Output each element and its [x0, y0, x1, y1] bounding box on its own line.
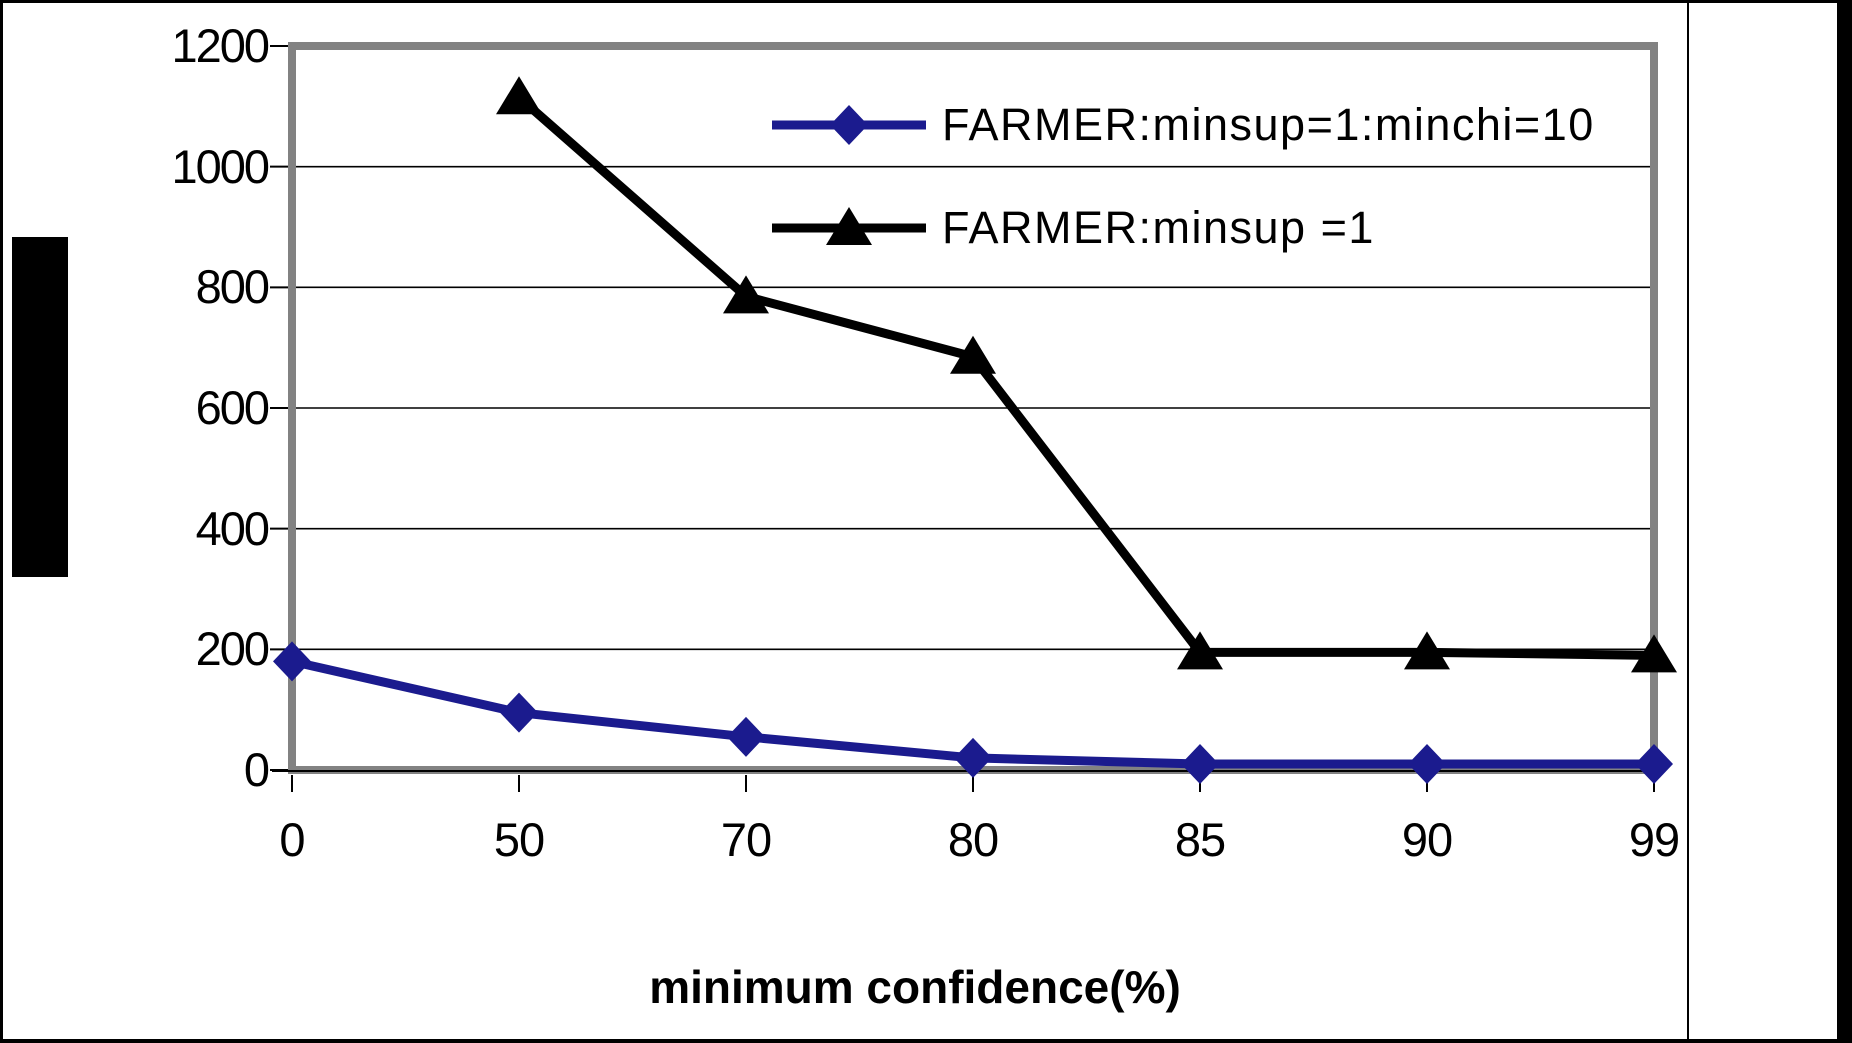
redacted-y-axis-title-box [12, 237, 68, 577]
series-marker-diamond [727, 716, 765, 757]
series-marker-diamond [954, 737, 992, 778]
series-marker-triangle [1631, 634, 1677, 673]
series-marker-triangle [950, 335, 996, 374]
series-marker-triangle [723, 275, 769, 314]
y-tick-label: 1200 [171, 19, 270, 72]
frame-border-right-bar [1837, 0, 1852, 1043]
series-marker-triangle [496, 76, 542, 115]
y-tick-label: 600 [195, 381, 270, 434]
y-tick-label: 800 [195, 260, 270, 314]
series-line-triangle [516, 93, 1655, 660]
x-tick-label: 0 [279, 813, 305, 866]
legend-label: FARMER:minsup=1:minchi=10 [942, 99, 1595, 150]
y-tick-label: 1000 [171, 139, 270, 193]
legend-label: FARMER:minsup =1 [942, 202, 1375, 253]
y-tick-label: 200 [195, 622, 270, 676]
legend-marker-triangle [772, 207, 926, 245]
series-marker-triangle [1177, 631, 1223, 670]
legend-marker-diamond [772, 105, 926, 145]
x-tick-label: 85 [1174, 813, 1226, 866]
y-tick-label: 400 [195, 501, 270, 555]
x-tick-label: 90 [1401, 813, 1453, 866]
x-axis-title: minimum confidence(%) [649, 961, 1181, 1013]
frame-divider-line [1687, 0, 1689, 1043]
series-marker-diamond [500, 692, 538, 733]
legend-item: FARMER:minsup =1 [770, 199, 1375, 257]
x-tick-label: 70 [720, 813, 772, 866]
frame-border-bottom [0, 1039, 1852, 1043]
frame-border-left [0, 0, 3, 1043]
series-marker-diamond [1181, 743, 1219, 784]
series-marker-diamond [1408, 743, 1446, 784]
legend-item: FARMER:minsup=1:minchi=10 [770, 96, 1595, 154]
series-marker-diamond [1635, 743, 1673, 784]
y-tick-label: 0 [243, 743, 270, 796]
series-marker-diamond [273, 641, 311, 682]
x-tick-label: 80 [947, 813, 999, 866]
x-tick-label: 99 [1628, 813, 1680, 866]
series-marker-triangle [1404, 631, 1450, 670]
frame-border-top [0, 0, 1852, 3]
x-tick-label: 50 [493, 813, 545, 866]
